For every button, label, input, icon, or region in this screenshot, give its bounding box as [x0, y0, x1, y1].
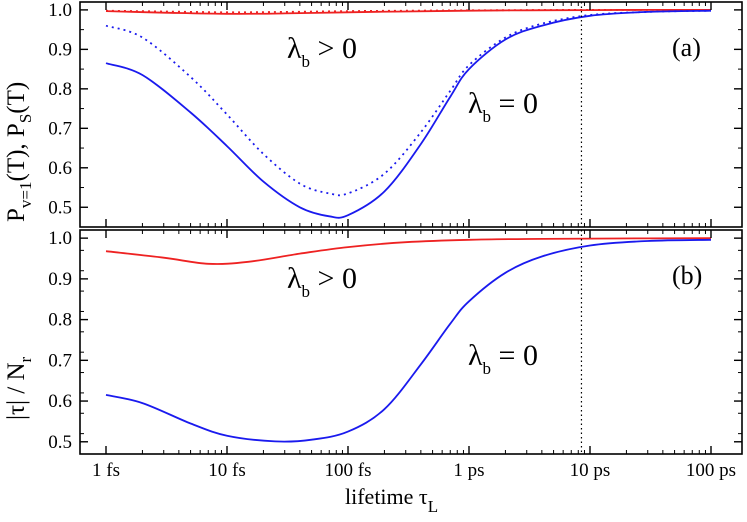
- y-tick-label: 0.6: [48, 391, 72, 412]
- panel-b-series-0-solid: [105, 237, 712, 265]
- y-tick-label: 0.9: [48, 269, 72, 290]
- panel-b-tag: (b): [672, 261, 702, 290]
- panel-a-series-3-dotted: [105, 9, 712, 197]
- x-tick-label: 1 ps: [453, 460, 484, 481]
- panel-b-frame: [79, 229, 743, 455]
- panel-a-series-1-dotted: [105, 8, 711, 14]
- x-tick-label: 10 fs: [208, 460, 245, 481]
- panel-a: 0.5 0.6 0.7 0.8 0.9 1.0 λb > 0 λb = 0 (a) Pv=…: [3, 0, 743, 228]
- panel-b-annotation-positive: λb > 0: [287, 262, 357, 301]
- panel-a-annotation-positive: λb > 0: [287, 32, 357, 71]
- y-tick-label: 1.0: [48, 228, 72, 249]
- panel-a-annotation-zero: λb = 0: [468, 87, 538, 126]
- x-tick-labels: 1 fs 10 fs 100 fs 1 ps 10 ps 100 ps: [92, 460, 736, 481]
- y-tick-label: 0.5: [48, 197, 72, 218]
- y-tick-label: 0.5: [48, 432, 72, 453]
- x-tick-label: 10 ps: [570, 460, 611, 481]
- panel-a-series-2-solid: [105, 9, 712, 219]
- panel-a-series-0-solid: [105, 8, 711, 15]
- panel-a-frame: [79, 1, 743, 228]
- panel-a-tag: (a): [672, 33, 701, 62]
- y-tick-label: 0.9: [48, 39, 72, 60]
- y-tick-label: 1.0: [48, 0, 72, 21]
- x-tick-label: 100 ps: [686, 460, 736, 481]
- x-tick-label: 1 fs: [92, 460, 120, 481]
- y-tick-label: 0.7: [48, 118, 72, 139]
- y-tick-label: 0.8: [48, 310, 72, 331]
- panel-a-y-axis-label: Pv=1(T), PS(T): [3, 82, 35, 222]
- panel-b: 0.5 0.6 0.7 0.8 0.9 1.0 λb > 0 λb = 0 (b) |τ|…: [3, 228, 743, 455]
- x-tick-label: 100 fs: [325, 460, 372, 481]
- panel-b-series-1-solid: [105, 238, 712, 443]
- x-axis-title: lifetime τL: [345, 484, 438, 516]
- y-tick-label: 0.8: [48, 79, 72, 100]
- panel-b-annotation-zero: λb = 0: [468, 339, 538, 378]
- panel-b-series: [105, 237, 712, 443]
- y-tick-label: 0.7: [48, 350, 72, 371]
- panel-b-y-axis-label: |τ| / Nr: [3, 356, 35, 420]
- y-tick-label: 0.6: [48, 158, 72, 179]
- panel-a-series: [105, 8, 712, 219]
